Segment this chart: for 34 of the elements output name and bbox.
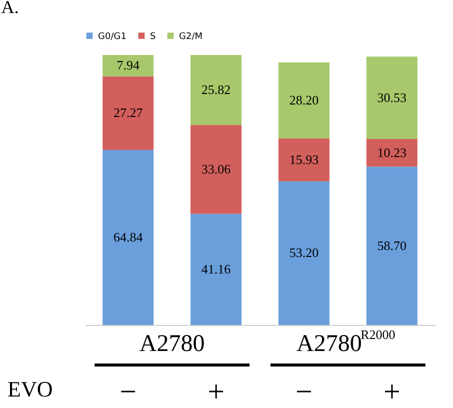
bar — [366, 56, 418, 139]
x-axis-title: EVO — [8, 376, 53, 402]
x-tick-label: − — [296, 376, 312, 408]
bar — [190, 55, 242, 125]
legend-label: S — [150, 32, 156, 42]
data-label: 10.23 — [377, 144, 407, 160]
bar — [190, 214, 242, 325]
legend-label: G2/M — [179, 32, 202, 42]
data-label: 15.93 — [289, 152, 319, 167]
data-label: 27.27 — [113, 105, 144, 120]
bar — [366, 138, 418, 167]
data-label: 7.94 — [116, 58, 140, 73]
bar — [102, 150, 154, 325]
text: A. — [1, 0, 19, 17]
data-label: 25.82 — [201, 82, 231, 97]
bar — [102, 76, 154, 150]
data-label: 30.53 — [377, 90, 407, 105]
x-tick-label: − — [120, 376, 137, 408]
bar — [366, 166, 418, 325]
data-label: 53.20 — [289, 245, 319, 260]
data-label: 64.84 — [113, 230, 144, 245]
data-label: 58.70 — [377, 238, 407, 253]
bar — [102, 55, 154, 76]
data-label: 33.06 — [201, 161, 232, 176]
data-label: 41.16 — [201, 261, 232, 276]
x-tick-label: + — [383, 376, 400, 408]
x-tick-label: + — [208, 376, 224, 408]
bar — [278, 181, 330, 325]
text: A2780 — [139, 331, 205, 357]
bar — [190, 124, 242, 214]
bar — [278, 138, 330, 182]
legend-label: G0/G1 — [98, 32, 126, 42]
data-label: 28.20 — [289, 92, 319, 108]
bar — [278, 62, 330, 138]
